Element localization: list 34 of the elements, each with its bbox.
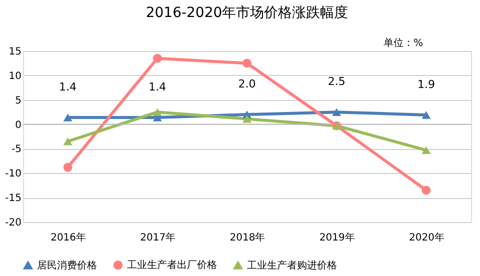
y-tick-label: 15	[8, 46, 22, 58]
point	[63, 162, 72, 172]
data-label: 1.9	[417, 78, 435, 92]
point	[332, 108, 342, 116]
y-tick-label: -20	[5, 218, 22, 228]
legend-label: 工业生产者出厂价格	[127, 259, 217, 272]
x-tick-label: 2020年	[408, 232, 444, 244]
y-tick-label: -5	[12, 144, 22, 156]
x-tick-label: 2016年	[50, 232, 86, 244]
point	[422, 186, 431, 195]
point	[152, 54, 162, 63]
point	[422, 146, 431, 154]
chart-title: 2016-2020年市场价格涨跌幅度	[146, 5, 348, 21]
legend-label: 工业生产者购进价格	[247, 259, 337, 272]
legend-label: 居民消费价格	[37, 259, 97, 272]
point	[242, 58, 252, 68]
y-tick-label: 10	[8, 70, 22, 82]
x-tick-label: 2019年	[319, 232, 355, 244]
x-tick-label: 2017年	[140, 232, 176, 244]
point	[152, 108, 162, 116]
data-label: 1.4	[148, 80, 166, 94]
y-tick-label: -15	[5, 193, 22, 204]
data-label: 2.5	[328, 75, 346, 88]
point	[242, 115, 252, 123]
point	[63, 114, 72, 122]
y-tick-label: -10	[5, 168, 22, 180]
y-tick-label: 0	[15, 120, 22, 131]
x-tick-label: 2018年	[230, 232, 266, 244]
point	[422, 111, 431, 119]
y-tick-label: 5	[15, 95, 22, 106]
data-label: 1.4	[59, 80, 77, 94]
data-label: 2.0	[238, 78, 256, 91]
text: 单位：%	[383, 37, 423, 49]
point	[63, 138, 72, 146]
